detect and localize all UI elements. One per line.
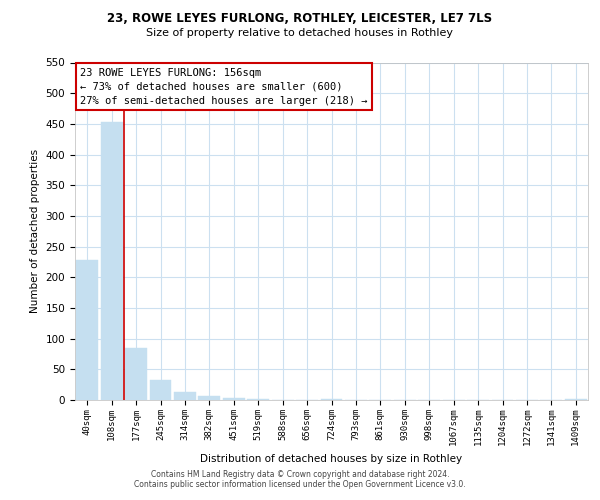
X-axis label: Distribution of detached houses by size in Rothley: Distribution of detached houses by size … bbox=[200, 454, 463, 464]
Bar bbox=[199, 396, 220, 400]
Bar bbox=[101, 122, 122, 400]
Text: 23, ROWE LEYES FURLONG, ROTHLEY, LEICESTER, LE7 7LS: 23, ROWE LEYES FURLONG, ROTHLEY, LEICEST… bbox=[107, 12, 493, 26]
Bar bbox=[149, 380, 172, 400]
Y-axis label: Number of detached properties: Number of detached properties bbox=[30, 149, 40, 314]
Bar bbox=[125, 348, 147, 400]
Text: Contains HM Land Registry data © Crown copyright and database right 2024.
Contai: Contains HM Land Registry data © Crown c… bbox=[134, 470, 466, 489]
Bar bbox=[174, 392, 196, 400]
Bar bbox=[76, 260, 98, 400]
Text: 23 ROWE LEYES FURLONG: 156sqm
← 73% of detached houses are smaller (600)
27% of : 23 ROWE LEYES FURLONG: 156sqm ← 73% of d… bbox=[80, 68, 368, 106]
Bar bbox=[223, 398, 245, 400]
Text: Size of property relative to detached houses in Rothley: Size of property relative to detached ho… bbox=[146, 28, 454, 38]
